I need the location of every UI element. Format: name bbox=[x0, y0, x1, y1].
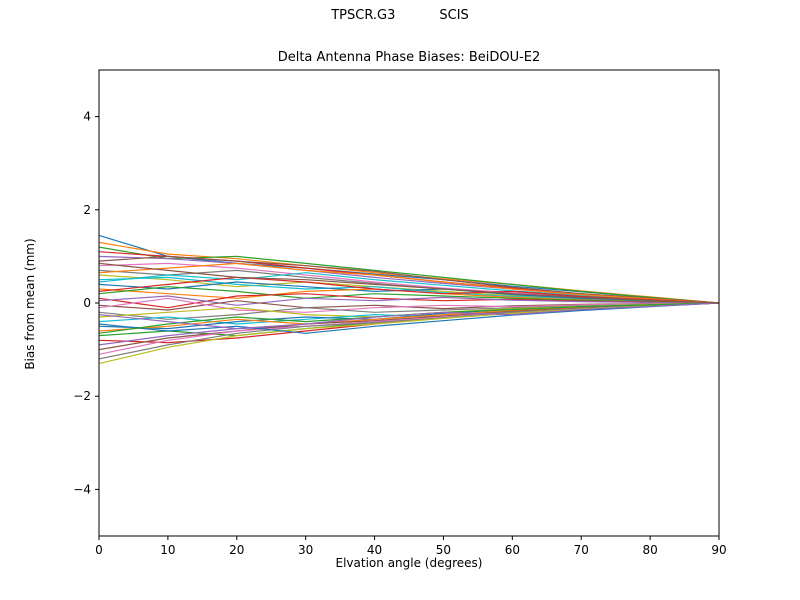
y-tick-label: 4 bbox=[83, 110, 91, 124]
x-tick-label: 50 bbox=[436, 543, 451, 557]
x-tick-label: 40 bbox=[367, 543, 382, 557]
series-line bbox=[98, 262, 720, 304]
x-tick-label: 10 bbox=[160, 543, 175, 557]
x-tick-label: 60 bbox=[505, 543, 520, 557]
series-line bbox=[98, 281, 720, 304]
suptitle-antenna: TPSCR.G3 bbox=[331, 8, 396, 23]
x-axis-label: Elvation angle (degrees) bbox=[335, 556, 483, 570]
x-tick-label: 90 bbox=[711, 543, 726, 557]
suptitle: TPSCR.G3 SCIS bbox=[0, 8, 800, 23]
suptitle-dome: SCIS bbox=[439, 8, 469, 23]
series-line bbox=[98, 302, 720, 330]
axes-title: Delta Antenna Phase Biases: BeiDOU-E2 bbox=[277, 50, 541, 65]
y-tick-label: −4 bbox=[73, 482, 91, 496]
series-line bbox=[98, 262, 720, 304]
x-tick-label: 30 bbox=[298, 543, 313, 557]
series-line bbox=[98, 255, 720, 304]
series-line bbox=[98, 246, 720, 304]
series-line bbox=[98, 295, 720, 306]
x-tick-label: 20 bbox=[229, 543, 244, 557]
series-line bbox=[98, 272, 720, 304]
series-line bbox=[98, 286, 720, 304]
series-line bbox=[98, 276, 720, 304]
y-tick-label: 0 bbox=[83, 296, 91, 310]
y-tick-label: 2 bbox=[83, 203, 91, 217]
series-line bbox=[98, 297, 720, 313]
y-axis-label: Bias from mean (mm) bbox=[23, 238, 37, 370]
x-tick-label: 0 bbox=[95, 543, 103, 557]
x-tick-label: 80 bbox=[642, 543, 657, 557]
y-tick-label: −2 bbox=[73, 389, 91, 403]
x-tick-label: 70 bbox=[574, 543, 589, 557]
series-line bbox=[98, 302, 720, 334]
series-line bbox=[98, 234, 720, 304]
